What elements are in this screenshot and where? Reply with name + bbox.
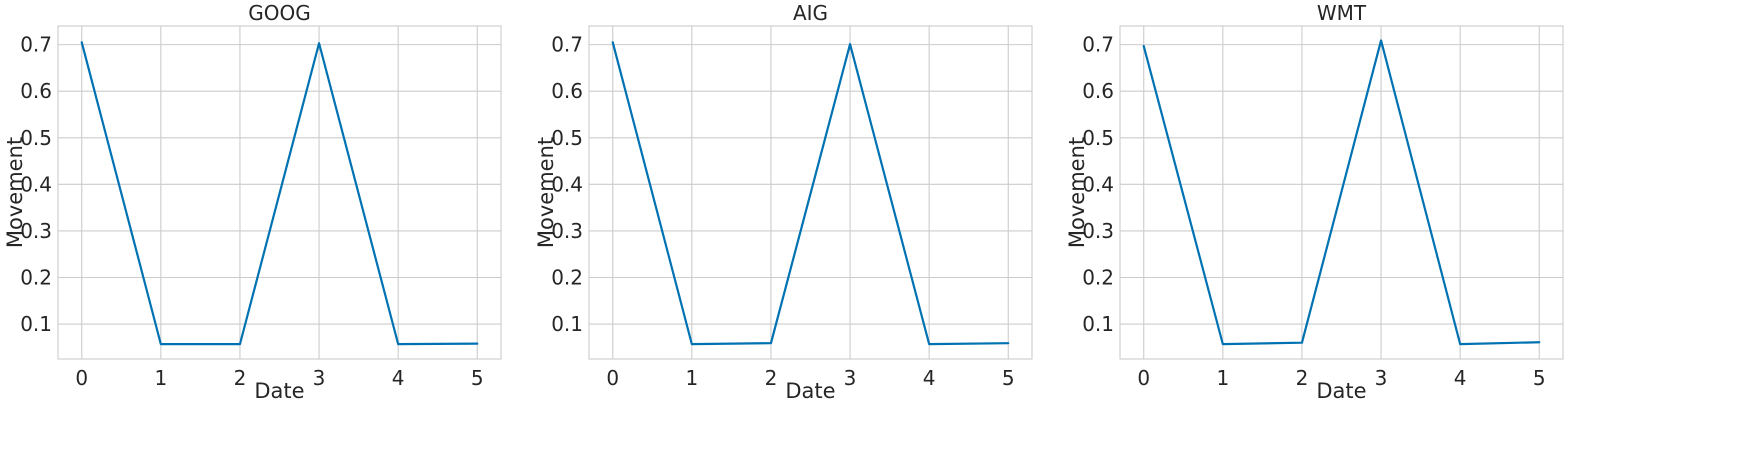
y-tick-label: 0.5: [20, 126, 52, 150]
x-tick-label: 2: [234, 366, 247, 390]
chart-title: AIG: [793, 1, 828, 25]
y-tick-label: 0.2: [551, 265, 583, 289]
y-tick-label: 0.1: [20, 312, 52, 336]
chart-panel-goog: 0 1 2 3 4 5 0.1 0.2 0.3 0.4 0.5 0.6 0.7 GOOG Date Movem…: [3, 1, 502, 403]
x-axis-label: Date: [785, 379, 835, 403]
y-tick-label: 0.7: [551, 33, 583, 57]
x-tick-label: 2: [1296, 366, 1309, 390]
y-tick-label: 0.4: [20, 172, 52, 196]
x-tick-label: 4: [1454, 366, 1467, 390]
y-tick-label: 0.4: [551, 172, 583, 196]
y-tick-label: 0.3: [1082, 219, 1114, 243]
plot-frame: [1119, 25, 1564, 360]
x-tick-label: 1: [1216, 366, 1229, 390]
y-tick-label: 0.3: [20, 219, 52, 243]
series-line: [80, 41, 479, 346]
y-axis-label: Movement: [3, 137, 27, 248]
series-line: [611, 41, 1010, 346]
x-tick-label: 0: [1137, 366, 1150, 390]
y-tick-label: 0.7: [20, 33, 52, 57]
y-tick-label: 0.4: [1082, 172, 1114, 196]
y-tick-label: 0.3: [551, 219, 583, 243]
x-tick-label: 5: [1002, 366, 1015, 390]
x-tick-label: 1: [154, 366, 167, 390]
y-tick-label: 0.5: [1082, 126, 1114, 150]
x-axis-label: Date: [254, 379, 304, 403]
x-tick-label: 0: [75, 366, 88, 390]
series-line: [1142, 39, 1541, 346]
x-tick-label: 5: [471, 366, 484, 390]
plot-frame: [588, 25, 1033, 360]
y-tick-label: 0.6: [551, 79, 583, 103]
chart-title: GOOG: [248, 1, 310, 25]
x-tick-label: 3: [1375, 366, 1388, 390]
x-tick-label: 1: [685, 366, 698, 390]
y-tick-label: 0.2: [1082, 265, 1114, 289]
y-tick-label: 0.7: [1082, 33, 1114, 57]
chart-title: WMT: [1317, 1, 1367, 25]
x-tick-label: 4: [923, 366, 936, 390]
x-axis-label: Date: [1316, 379, 1366, 403]
y-tick-label: 0.5: [551, 126, 583, 150]
y-axis-label: Movement: [1065, 137, 1089, 248]
x-tick-label: 3: [844, 366, 857, 390]
x-tick-label: 5: [1533, 366, 1546, 390]
x-tick-label: 4: [392, 366, 405, 390]
y-tick-label: 0.6: [20, 79, 52, 103]
y-tick-label: 0.2: [20, 265, 52, 289]
chart-panel-aig: 0 1 2 3 4 5 0.1 0.2 0.3 0.4 0.5 0.6 0.7 AIG Date Moveme…: [534, 1, 1033, 403]
y-tick-label: 0.6: [1082, 79, 1114, 103]
y-tick-label: 0.1: [551, 312, 583, 336]
plot-frame: [57, 25, 502, 360]
x-tick-label: 2: [765, 366, 778, 390]
y-tick-label: 0.1: [1082, 312, 1114, 336]
x-tick-label: 3: [313, 366, 326, 390]
y-axis-label: Movement: [534, 137, 558, 248]
x-tick-label: 0: [606, 366, 619, 390]
chart-panel-wmt: 0 1 2 3 4 5 0.1 0.2 0.3 0.4 0.5 0.6 0.7 WMT Date Moveme…: [1065, 1, 1564, 403]
